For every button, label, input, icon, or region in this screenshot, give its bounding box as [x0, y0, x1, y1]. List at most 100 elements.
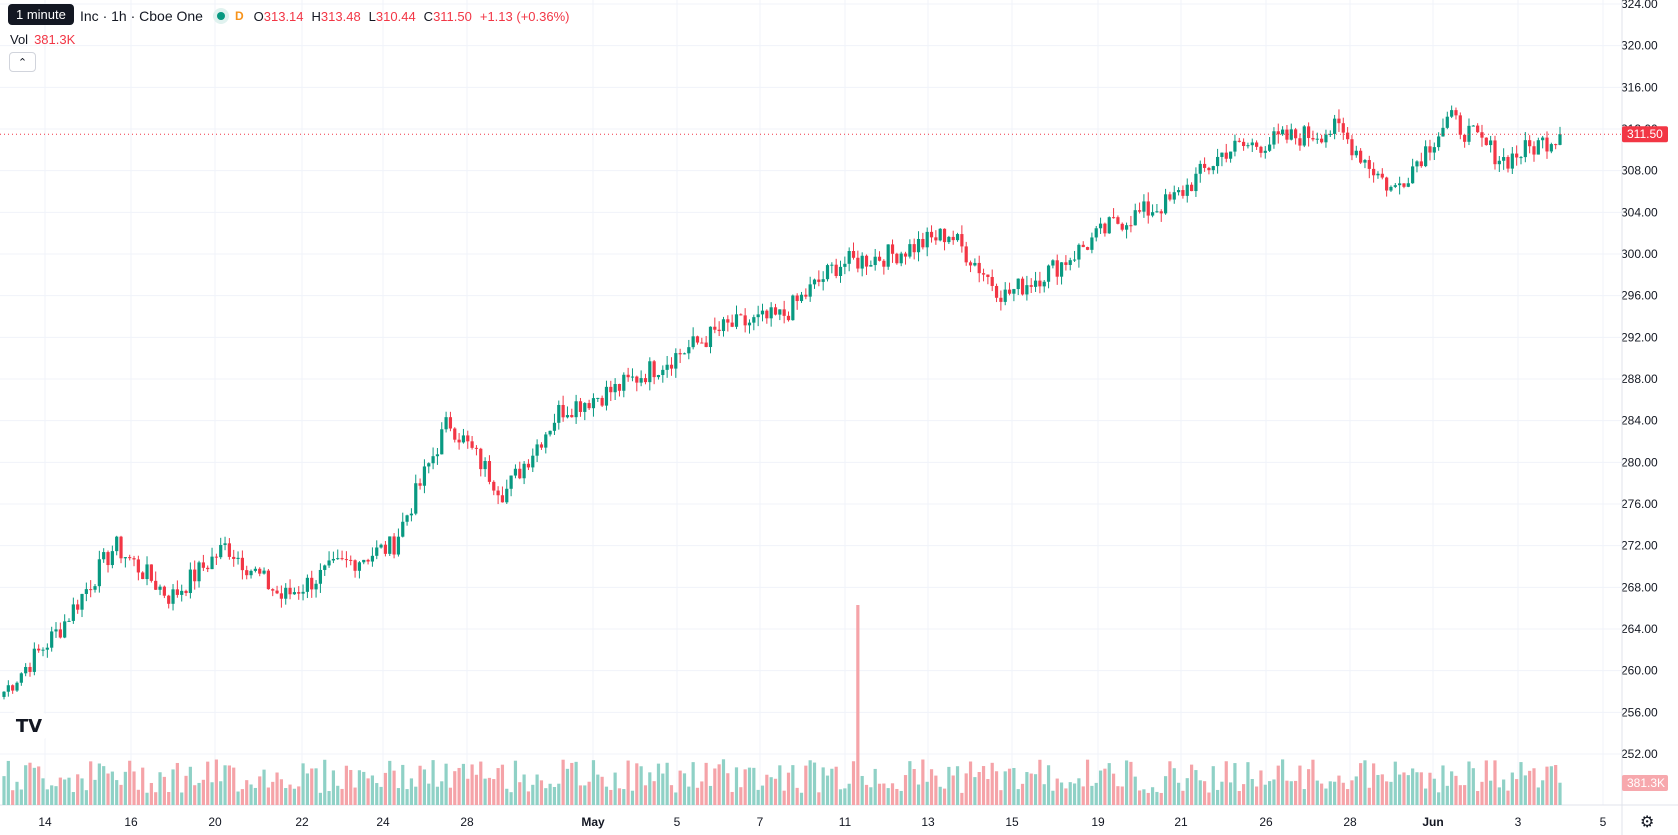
volume-bar	[851, 761, 856, 805]
candle-body	[349, 559, 353, 561]
candle-body	[1046, 265, 1051, 282]
candle-body	[656, 375, 661, 378]
candle-body	[509, 475, 513, 489]
volume-bar	[834, 766, 838, 805]
volume-bar	[1111, 773, 1116, 805]
volume-bar	[1450, 771, 1454, 805]
volume-bar	[916, 784, 921, 805]
candle-body	[37, 648, 41, 651]
last-volume-tag-bg	[1622, 775, 1668, 791]
volume-bar	[1129, 761, 1133, 805]
candle-body	[1302, 126, 1306, 146]
candle-body	[236, 557, 240, 559]
volume-bar	[847, 783, 851, 805]
tradingview-logo-icon[interactable]: TV	[8, 708, 50, 744]
volume-bar	[1055, 778, 1059, 805]
collapse-legend-button[interactable]: ⌃	[9, 52, 36, 72]
volume-bar	[1025, 772, 1029, 805]
candle-body	[682, 353, 687, 355]
candle-body	[1558, 134, 1562, 145]
candle-body	[639, 378, 643, 383]
candle-body	[167, 595, 171, 604]
volume-bar	[1259, 770, 1263, 805]
volume-value: 381.3K	[34, 32, 76, 47]
volume-bar	[856, 605, 860, 805]
candle-body	[444, 417, 448, 430]
volume-bar	[24, 765, 28, 805]
candle-body	[110, 551, 114, 566]
data-badge[interactable]: D	[234, 9, 244, 23]
candle-body	[1107, 217, 1111, 234]
x-tick-label: 11	[839, 815, 852, 829]
volume-bar	[1276, 765, 1280, 805]
volume-bar	[1337, 775, 1341, 805]
candle-body	[431, 456, 435, 464]
x-tick-label: 5	[674, 815, 681, 829]
volume-bar	[1103, 768, 1107, 805]
candle-body	[665, 364, 669, 370]
candle-body	[817, 279, 821, 282]
candle-body	[314, 583, 318, 590]
candle-body	[864, 255, 869, 267]
volume-bar	[448, 787, 453, 805]
volume-bar	[236, 791, 240, 805]
volume-bar	[1255, 786, 1259, 805]
volume-bar	[1298, 765, 1302, 805]
y-tick-label: 308.00	[1621, 164, 1658, 178]
candle-body	[951, 236, 955, 241]
candle-body	[496, 490, 500, 496]
candle-body	[1090, 237, 1094, 250]
volume-bar	[461, 763, 466, 805]
candle-body	[405, 515, 409, 522]
candle-body	[847, 251, 851, 264]
volume-bar	[1268, 781, 1272, 805]
candle-body	[1007, 289, 1012, 294]
volume-bar	[1549, 766, 1553, 805]
candle-body	[288, 587, 292, 595]
candle-body	[648, 361, 652, 383]
volume-bar	[665, 762, 669, 805]
volume-bar	[747, 767, 752, 805]
volume-bar	[1402, 772, 1406, 805]
candle-body	[1268, 144, 1272, 151]
market-status-icon[interactable]	[212, 8, 229, 24]
volume-bar	[808, 760, 812, 805]
candle-body	[1003, 289, 1007, 302]
candle-body	[1545, 137, 1549, 152]
candle-body	[1185, 184, 1189, 196]
volume-bar	[1471, 768, 1475, 805]
candle-body	[1116, 217, 1120, 224]
volume-bar	[1367, 787, 1371, 805]
volume-bar	[119, 784, 123, 805]
candle-body	[102, 552, 106, 560]
volume-bar	[587, 781, 591, 805]
candle-body	[890, 244, 895, 254]
candle-body	[830, 264, 834, 266]
candle-body	[353, 560, 357, 571]
x-tick-label: 20	[208, 815, 222, 829]
volume-bar	[240, 789, 244, 805]
candle-body	[925, 231, 929, 248]
volume-bar	[71, 792, 75, 805]
gear-icon[interactable]: ⚙	[1640, 814, 1655, 831]
candle-body	[942, 228, 947, 243]
candle-body	[1250, 142, 1254, 146]
volume-bar	[1341, 782, 1345, 805]
candle-body	[453, 428, 457, 440]
volume-bar	[1489, 780, 1493, 805]
volume-bar	[115, 780, 119, 805]
candle-body	[791, 295, 795, 321]
volume-bar	[977, 772, 981, 805]
y-tick-label: 276.00	[1621, 497, 1658, 511]
volume-bar	[492, 779, 496, 805]
volume-bar	[769, 777, 773, 805]
candle-body	[981, 273, 986, 275]
symbol-title[interactable]: Inc · 1h · Cboe One	[80, 8, 203, 24]
volume-bar	[1150, 787, 1155, 805]
volume-bar	[331, 770, 336, 805]
candle-body	[743, 315, 747, 326]
candle-body	[249, 570, 253, 576]
volume-bar	[505, 788, 509, 805]
volume-bar	[305, 773, 309, 805]
